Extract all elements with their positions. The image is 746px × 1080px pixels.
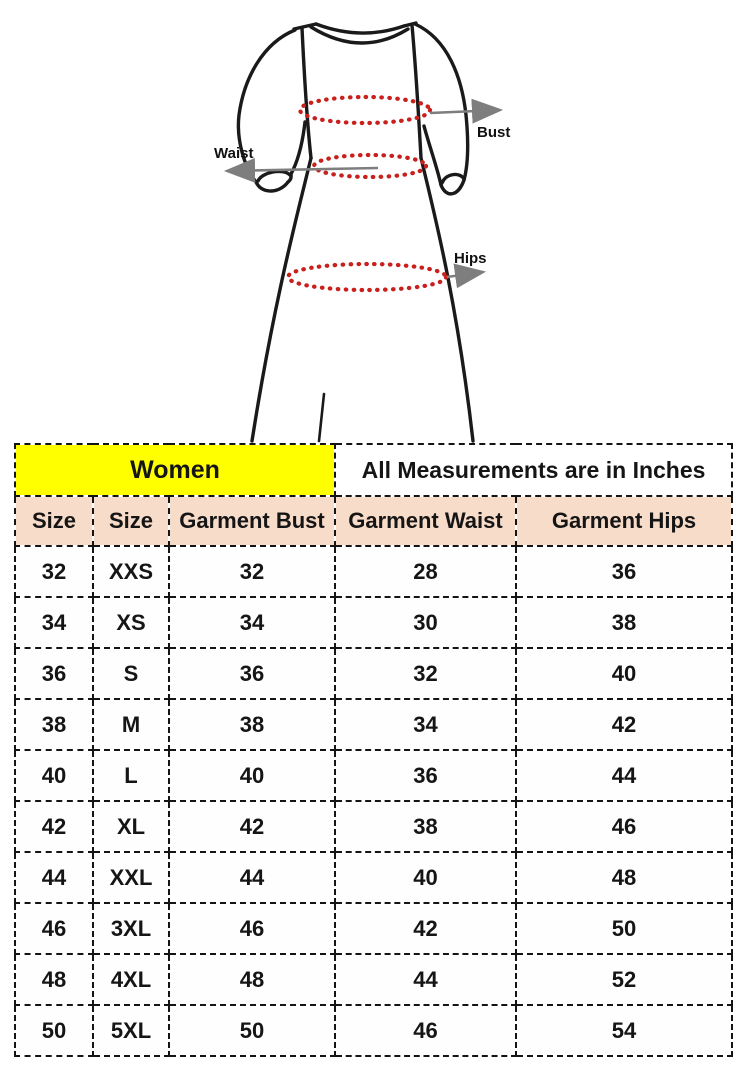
- size-number-cell: 32: [14, 545, 94, 598]
- column-header-garment-bust: Garment Bust: [168, 495, 336, 547]
- garment-waist-cell: 46: [334, 1004, 517, 1057]
- size-letter-cell: XS: [92, 596, 170, 649]
- table-row: 50 5XL 50 46 54: [14, 1004, 734, 1057]
- garment-bust-cell: 34: [168, 596, 336, 649]
- size-number-cell: 42: [14, 800, 94, 853]
- garment-waist-cell: 44: [334, 953, 517, 1006]
- garment-hips-cell: 44: [514, 749, 734, 802]
- bust-measure-ellipse: [297, 94, 433, 126]
- garment-waist-cell: 32: [334, 647, 517, 700]
- column-header-row: Size Size Garment Bust Garment Waist Gar…: [14, 495, 734, 547]
- garment-bust-cell: 38: [168, 698, 336, 751]
- table-row: 38 M 38 34 42: [14, 698, 734, 751]
- garment-hips-cell: 50: [514, 902, 734, 955]
- size-letter-cell: 5XL: [92, 1004, 170, 1057]
- garment-waist-cell: 38: [334, 800, 517, 853]
- dress-measurement-diagram: Bust Waist Hips: [214, 21, 510, 443]
- garment-waist-cell: 28: [334, 545, 517, 598]
- table-row: 36 S 36 32 40: [14, 647, 734, 700]
- size-number-cell: 40: [14, 749, 94, 802]
- size-letter-cell: 4XL: [92, 953, 170, 1006]
- size-rows: 32 XXS 32 28 36 34 XS 34 30 38 36 S 36 32 40 38 M 38 34 42 4…: [14, 545, 734, 1057]
- waist-label: Waist: [214, 145, 253, 162]
- garment-hips-cell: 54: [514, 1004, 734, 1057]
- garment-bust-cell: 44: [168, 851, 336, 904]
- garment-bust-cell: 42: [168, 800, 336, 853]
- column-header-size-number: Size: [14, 495, 94, 547]
- garment-bust-cell: 48: [168, 953, 336, 1006]
- garment-hips-cell: 48: [514, 851, 734, 904]
- garment-hips-cell: 46: [514, 800, 734, 853]
- waist-measure-ellipse: [311, 152, 429, 180]
- column-header-garment-waist: Garment Waist: [334, 495, 517, 547]
- size-letter-cell: XXL: [92, 851, 170, 904]
- column-header-size-letter: Size: [92, 495, 170, 547]
- size-letter-cell: 3XL: [92, 902, 170, 955]
- group-header-row: Women All Measurements are in Inches: [14, 443, 734, 497]
- garment-hips-cell: 52: [514, 953, 734, 1006]
- table-row: 48 4XL 48 44 52: [14, 953, 734, 1006]
- table-row: 46 3XL 46 42 50: [14, 902, 734, 955]
- table-row: 40 L 40 36 44: [14, 749, 734, 802]
- size-number-cell: 46: [14, 902, 94, 955]
- size-letter-cell: L: [92, 749, 170, 802]
- garment-waist-cell: 36: [334, 749, 517, 802]
- garment-hips-cell: 36: [514, 545, 734, 598]
- size-letter-cell: XL: [92, 800, 170, 853]
- garment-waist-cell: 30: [334, 596, 517, 649]
- table-row: 32 XXS 32 28 36: [14, 545, 734, 598]
- garment-waist-cell: 34: [334, 698, 517, 751]
- table-row: 42 XL 42 38 46: [14, 800, 734, 853]
- garment-bust-cell: 46: [168, 902, 336, 955]
- table-row: 34 XS 34 30 38: [14, 596, 734, 649]
- garment-bust-cell: 50: [168, 1004, 336, 1057]
- garment-hips-cell: 42: [514, 698, 734, 751]
- hips-label: Hips: [454, 250, 487, 267]
- size-number-cell: 38: [14, 698, 94, 751]
- garment-waist-cell: 42: [334, 902, 517, 955]
- units-group-header: All Measurements are in Inches: [333, 443, 734, 497]
- table-row: 44 XXL 44 40 48: [14, 851, 734, 904]
- size-letter-cell: S: [92, 647, 170, 700]
- women-group-header: Women: [14, 443, 336, 497]
- size-number-cell: 34: [14, 596, 94, 649]
- dress-outline-icon: [236, 21, 475, 443]
- garment-waist-cell: 40: [334, 851, 517, 904]
- garment-hips-cell: 40: [514, 647, 734, 700]
- column-header-garment-hips: Garment Hips: [514, 495, 734, 547]
- garment-hips-cell: 38: [514, 596, 734, 649]
- size-number-cell: 50: [14, 1004, 94, 1057]
- size-letter-cell: XXS: [92, 545, 170, 598]
- size-number-cell: 48: [14, 953, 94, 1006]
- garment-bust-cell: 32: [168, 545, 336, 598]
- garment-bust-cell: 40: [168, 749, 336, 802]
- size-letter-cell: M: [92, 698, 170, 751]
- bust-label: Bust: [477, 124, 510, 141]
- size-chart-table: Women All Measurements are in Inches Siz…: [14, 443, 734, 1057]
- bust-arrow-icon: [429, 98, 504, 124]
- garment-bust-cell: 36: [168, 647, 336, 700]
- hips-measure-ellipse: [285, 261, 449, 293]
- waist-arrow-icon: [223, 157, 379, 183]
- hips-arrow-icon: [446, 263, 487, 289]
- size-number-cell: 36: [14, 647, 94, 700]
- size-number-cell: 44: [14, 851, 94, 904]
